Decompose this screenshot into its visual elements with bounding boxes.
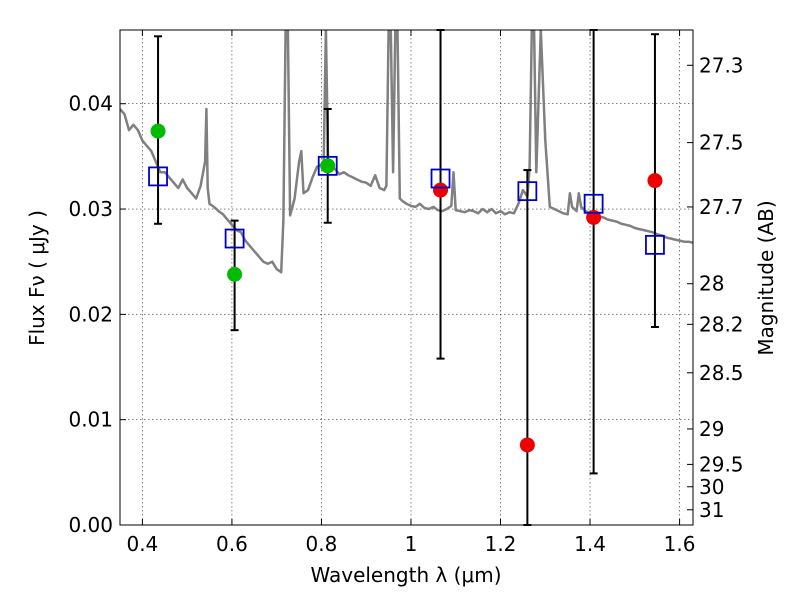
observed_detections-point [150, 123, 166, 139]
y-tick-label: 0.03 [68, 197, 113, 221]
observed_nir-point [519, 437, 535, 453]
model-band-square [148, 166, 168, 187]
y-axis-right-label: Magnitude (AB) [754, 200, 778, 355]
mag-tick-label: 30 [699, 475, 724, 499]
x-axis-label: Wavelength λ (μm) [310, 563, 501, 587]
observed_detections-point [320, 158, 336, 174]
x-tick-label: 1.6 [664, 532, 696, 556]
plot-area [120, 30, 693, 274]
model-spectrum-line [120, 30, 693, 274]
y-tick-label: 0.04 [68, 92, 113, 116]
y-tick-label: 0.01 [68, 408, 113, 432]
observed_nir-point [586, 209, 602, 225]
model-band-square [583, 193, 604, 214]
y-tick-label: 0.00 [68, 513, 113, 537]
plot-frame [119, 29, 694, 526]
mag-tick-label: 28 [699, 272, 724, 296]
mag-tick-label: 29.5 [699, 452, 744, 476]
x-tick-label: 0.8 [306, 532, 338, 556]
x-tick-label: 0.6 [216, 532, 248, 556]
observed_detections-point [227, 266, 243, 282]
x-tick-label: 0.4 [126, 532, 158, 556]
model-band-square [517, 181, 538, 202]
y-tick-label: 0.02 [68, 302, 113, 326]
mag-tick-label: 28.5 [699, 361, 744, 385]
observed_nir-point [647, 173, 663, 189]
mag-tick-label: 29 [699, 417, 724, 441]
mag-tick-label: 27.3 [699, 53, 744, 77]
model-band-square [430, 168, 451, 189]
mag-tick-label: 31 [699, 498, 724, 522]
mag-tick-label: 28.2 [699, 312, 744, 336]
observed_nir-point [433, 182, 449, 198]
x-tick-label: 1.2 [485, 532, 517, 556]
model-band-square [645, 234, 665, 255]
mag-tick-label: 27.5 [699, 131, 744, 155]
axis-ticks: 0.4 0.6 0.8 1 1.2 1.4 1.6 0.00 0.01 0.02 0.03 0.04 2… [68, 30, 744, 556]
x-tick-label: 1.4 [574, 532, 606, 556]
model-band-square [317, 155, 338, 176]
x-tick-label: 1 [405, 532, 418, 556]
model-band-square [224, 228, 245, 249]
mag-tick-label: 27.7 [699, 195, 744, 219]
markers [148, 123, 665, 453]
y-axis-label: Flux Fν ( μJy ) [25, 210, 49, 346]
